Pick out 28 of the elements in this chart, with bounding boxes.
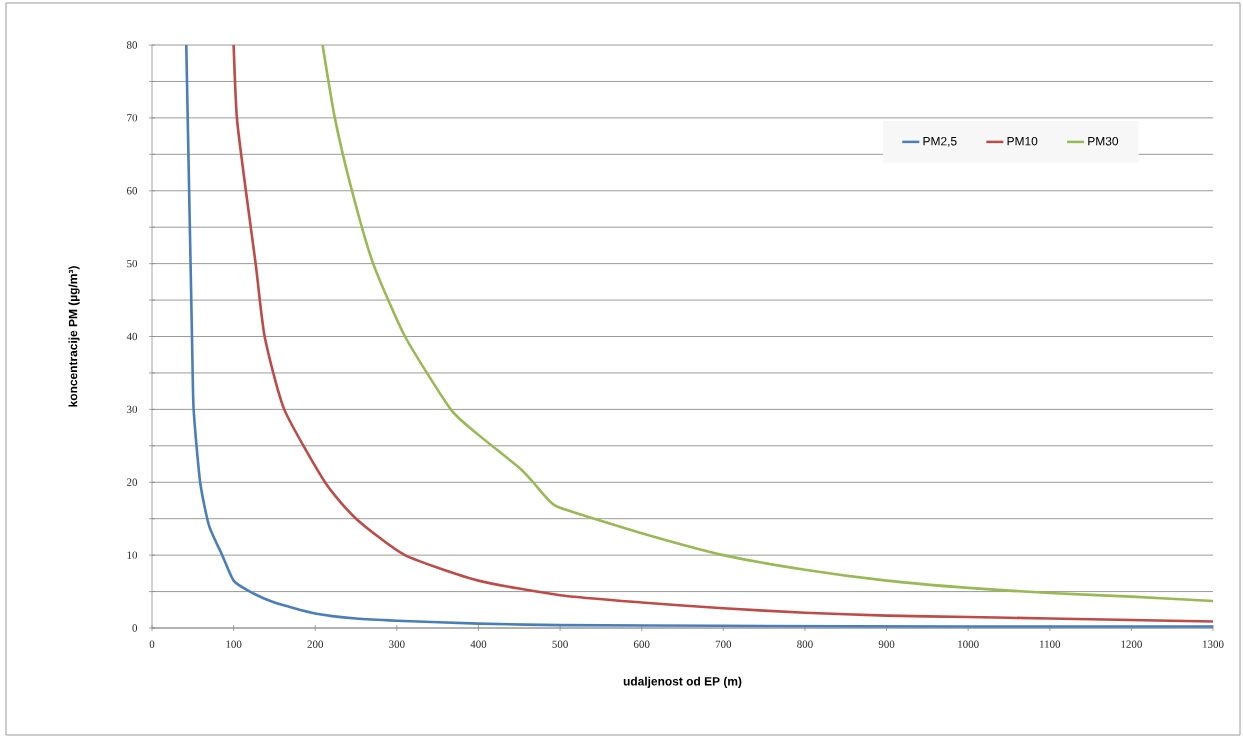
x-tick-label: 700 xyxy=(715,640,732,648)
x-tick-label: 200 xyxy=(307,640,324,648)
y-axis-title: koncentracije PM (µg/m³) xyxy=(68,266,80,407)
legend-label: PM10 xyxy=(1007,136,1038,146)
x-tick-label: 1300 xyxy=(1203,640,1224,648)
x-tick-label: 900 xyxy=(878,640,895,648)
x-tick-label: 0 xyxy=(149,640,155,648)
legend-label: PM2,5 xyxy=(923,136,957,147)
x-tick-label: 800 xyxy=(797,640,813,648)
y-tick-label: 70 xyxy=(127,114,138,122)
x-tick-label: 500 xyxy=(552,640,568,648)
y-tick-label: 60 xyxy=(126,187,138,195)
y-tick-label: 30 xyxy=(127,405,138,414)
x-tick-label: 100 xyxy=(226,640,242,648)
x-tick-label: 1200 xyxy=(1121,640,1142,648)
y-tick-label: 80 xyxy=(126,41,138,49)
x-tick-label: 300 xyxy=(389,640,405,648)
x-tick-label: 1100 xyxy=(1039,640,1061,648)
y-tick-label: 20 xyxy=(127,478,138,486)
x-tick-label: 600 xyxy=(633,640,650,648)
x-tick-label: 400 xyxy=(470,640,487,648)
y-tick-label: 50 xyxy=(127,259,138,268)
legend-label: PM30 xyxy=(1088,136,1119,146)
x-tick-label: 1000 xyxy=(958,640,979,648)
y-tick-label: 0 xyxy=(132,624,138,632)
y-tick-label: 40 xyxy=(126,332,138,341)
y-tick-label: 10 xyxy=(127,551,138,559)
x-axis-title: udaljenost od EP (m) xyxy=(623,676,742,688)
